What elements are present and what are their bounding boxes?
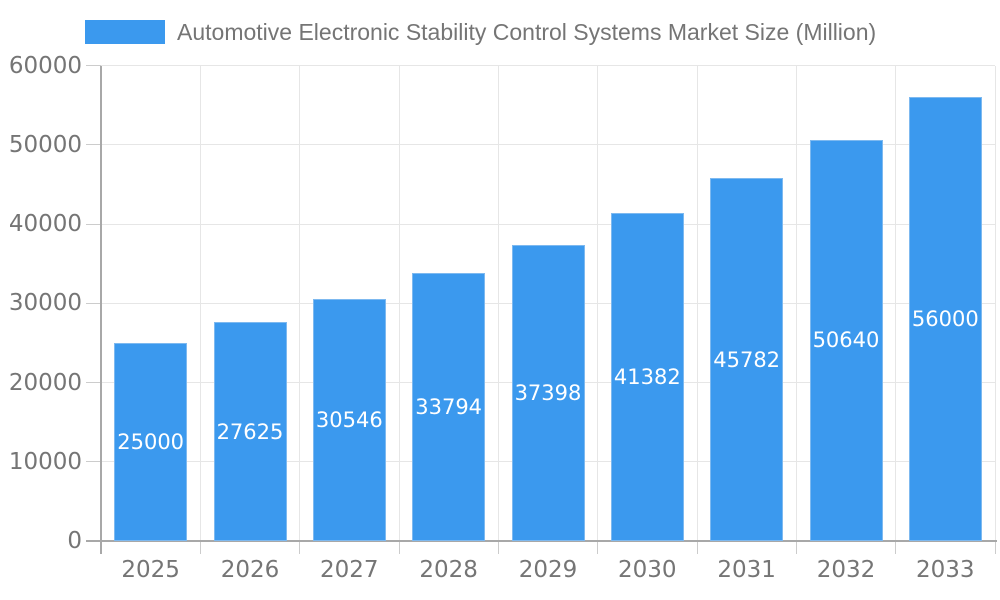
y-tick-label: 0 (67, 528, 82, 554)
bar (710, 178, 784, 541)
x-tick-label: 2026 (220, 557, 280, 583)
bar-value-label: 45782 (713, 347, 781, 372)
y-tick-label: 50000 (8, 131, 82, 158)
x-tick-mark (299, 541, 301, 554)
x-tick-label: 2029 (518, 557, 578, 583)
gridline-v (895, 65, 897, 541)
x-tick-mark (497, 541, 499, 554)
y-tick-label: 60000 (8, 52, 82, 79)
y-axis-line (100, 65, 102, 554)
x-tick-label: 2031 (717, 557, 776, 583)
x-tick-label: 2032 (816, 557, 876, 583)
x-tick-mark (696, 541, 698, 554)
x-tick-label: 2033 (916, 557, 975, 583)
gridline-v (696, 65, 698, 541)
bar-value-label: 25000 (117, 429, 185, 454)
legend-swatch-icon (85, 20, 165, 44)
bar (908, 97, 982, 541)
gridline-h (101, 65, 995, 66)
x-tick-mark (895, 541, 897, 554)
x-tick-mark (199, 541, 201, 554)
x-axis-line (86, 540, 997, 542)
x-tick-label: 2027 (320, 557, 379, 583)
y-tick-mark (86, 223, 101, 225)
gridline-h (101, 144, 995, 146)
bar-value-label: 37398 (514, 380, 582, 405)
bar-value-label: 27625 (216, 419, 284, 444)
y-tick-mark (86, 302, 101, 304)
y-tick-mark (86, 65, 101, 66)
x-tick-mark (398, 541, 400, 554)
y-tick-mark (86, 144, 101, 146)
bar-value-label: 41382 (613, 365, 681, 389)
gridline-h (101, 223, 995, 225)
bar (114, 342, 188, 541)
x-tick-label: 2025 (121, 557, 180, 583)
bar (610, 213, 684, 541)
x-tick-label: 2030 (618, 557, 677, 583)
bar (511, 244, 585, 541)
gridline-v (795, 65, 797, 541)
y-tick-mark (86, 382, 101, 383)
bar (213, 322, 287, 541)
x-tick-label: 2028 (419, 557, 478, 583)
bar (412, 273, 486, 541)
bar-value-label: 33794 (415, 395, 483, 420)
gridline-v (994, 65, 996, 541)
y-tick-mark (86, 461, 101, 463)
gridline-v (299, 65, 301, 541)
legend: Automotive Electronic Stability Control … (0, 0, 1000, 56)
y-tick-label: 10000 (8, 448, 82, 475)
y-tick-label: 20000 (8, 369, 82, 396)
bar-value-label: 50640 (812, 328, 880, 353)
gridline-v (497, 65, 499, 541)
bar (809, 139, 883, 541)
gridline-v (597, 65, 599, 541)
gridline-v (398, 65, 400, 541)
legend-label: Automotive Electronic Stability Control … (177, 19, 877, 45)
bar (312, 298, 386, 541)
y-tick-label: 40000 (8, 211, 82, 237)
bar-value-label: 30546 (315, 408, 383, 432)
gridline-v (199, 65, 201, 541)
x-tick-mark (994, 541, 996, 554)
x-tick-mark (597, 541, 599, 554)
y-tick-label: 30000 (8, 290, 82, 317)
bar-value-label: 56000 (911, 307, 979, 332)
x-tick-mark (795, 541, 797, 554)
